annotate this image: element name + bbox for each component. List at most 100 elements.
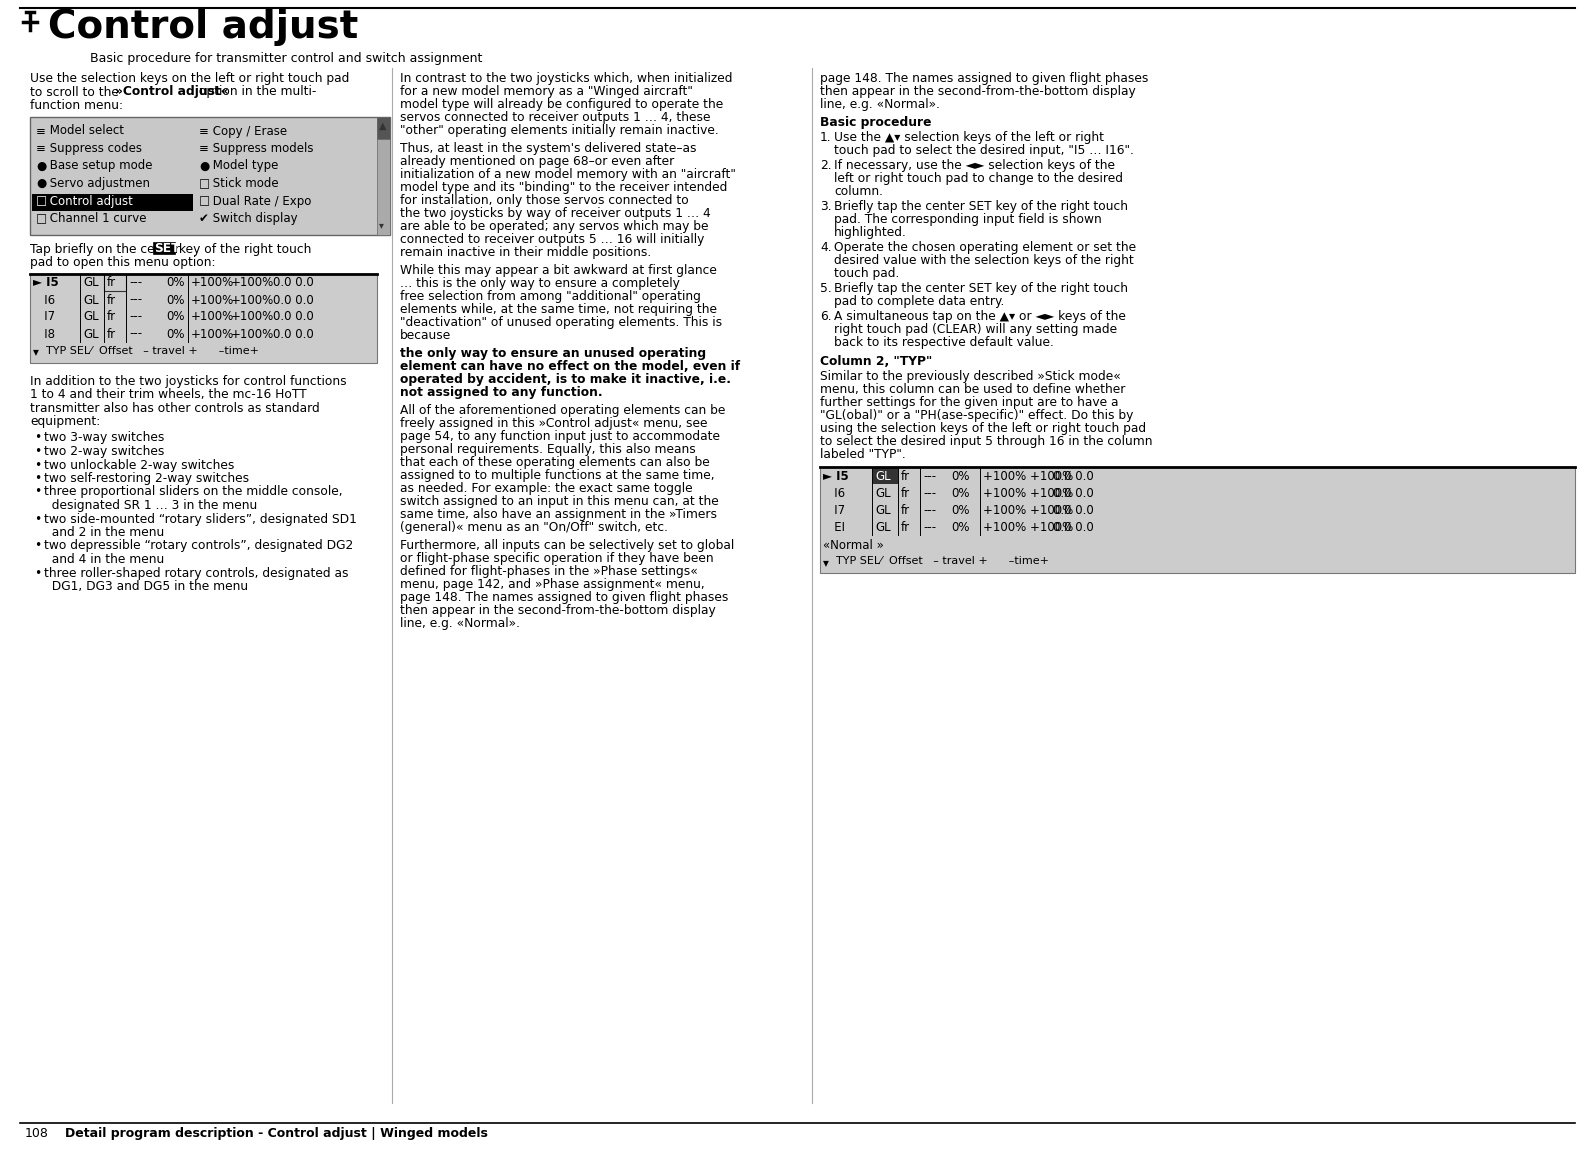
Text: further settings for the given input are to have a: further settings for the given input are… bbox=[820, 395, 1118, 409]
Text: 1 to 4 and their trim wheels, the mc-16 HoTT: 1 to 4 and their trim wheels, the mc-16 … bbox=[30, 389, 306, 401]
Text: two self-restoring 2-way switches: two self-restoring 2-way switches bbox=[45, 472, 249, 485]
Text: TYP SEL⁄  Offset   – travel +      –time+: TYP SEL⁄ Offset – travel + –time+ bbox=[836, 556, 1050, 566]
Text: defined for flight-phases in the »Phase settings«: defined for flight-phases in the »Phase … bbox=[400, 565, 697, 578]
Text: menu, page 142, and »Phase assignment« menu,: menu, page 142, and »Phase assignment« m… bbox=[400, 578, 705, 591]
Text: for installation, only those servos connected to: for installation, only those servos conn… bbox=[400, 194, 689, 208]
Text: In addition to the two joysticks for control functions: In addition to the two joysticks for con… bbox=[30, 375, 346, 387]
Bar bbox=[30, 116, 391, 234]
Text: servos connected to receiver outputs 1 … 4, these: servos connected to receiver outputs 1 …… bbox=[400, 111, 710, 125]
Text: personal requirements. Equally, this also means: personal requirements. Equally, this als… bbox=[400, 443, 695, 455]
Text: +100%: +100% bbox=[191, 277, 234, 289]
Text: switch assigned to an input in this menu can, at the: switch assigned to an input in this menu… bbox=[400, 495, 719, 508]
Text: touch pad.: touch pad. bbox=[834, 267, 900, 280]
Text: "other" operating elements initially remain inactive.: "other" operating elements initially rem… bbox=[400, 125, 719, 137]
Text: menu, this column can be used to define whether: menu, this column can be used to define … bbox=[820, 383, 1126, 395]
Text: touch pad to select the desired input, "I5 … I16".: touch pad to select the desired input, "… bbox=[834, 144, 1134, 157]
Text: I6: I6 bbox=[33, 294, 56, 307]
Text: then appear in the second-from-the-bottom display: then appear in the second-from-the-botto… bbox=[400, 604, 716, 617]
Text: already mentioned on page 68–or even after: already mentioned on page 68–or even aft… bbox=[400, 155, 675, 168]
Text: two unlockable 2-way switches: two unlockable 2-way switches bbox=[45, 459, 234, 472]
Text: are able to be operated; any servos which may be: are able to be operated; any servos whic… bbox=[400, 220, 708, 233]
Text: same time, also have an assignment in the »Timers: same time, also have an assignment in th… bbox=[400, 508, 718, 521]
Text: 1.: 1. bbox=[820, 131, 831, 144]
Text: A simultaneous tap on the ▲▾ or ◄► keys of the: A simultaneous tap on the ▲▾ or ◄► keys … bbox=[834, 310, 1126, 323]
Text: GL: GL bbox=[83, 310, 99, 324]
Text: Basic procedure: Basic procedure bbox=[820, 116, 931, 129]
Text: +100%: +100% bbox=[191, 310, 234, 324]
Text: Use the ▲▾ selection keys of the left or right: Use the ▲▾ selection keys of the left or… bbox=[834, 131, 1104, 144]
Text: •: • bbox=[33, 512, 41, 526]
Text: the only way to ensure an unused operating: the only way to ensure an unused operati… bbox=[400, 347, 707, 360]
Text: Operate the chosen operating element or set the: Operate the chosen operating element or … bbox=[834, 241, 1136, 254]
Text: two depressible “rotary controls”, designated DG2: two depressible “rotary controls”, desig… bbox=[45, 540, 352, 552]
Text: ≡: ≡ bbox=[37, 125, 46, 137]
Text: □: □ bbox=[37, 195, 48, 208]
Text: I8: I8 bbox=[33, 327, 54, 340]
Text: +100%: +100% bbox=[231, 294, 274, 307]
Text: pad. The corresponding input field is shown: pad. The corresponding input field is sh… bbox=[834, 213, 1102, 226]
Text: fr: fr bbox=[901, 470, 911, 483]
Text: page 54, to any function input just to accommodate: page 54, to any function input just to a… bbox=[400, 430, 719, 443]
Text: fr: fr bbox=[107, 310, 116, 324]
Text: ≡: ≡ bbox=[37, 142, 46, 155]
Bar bbox=[30, 273, 376, 362]
Text: right touch pad (CLEAR) will any setting made: right touch pad (CLEAR) will any setting… bbox=[834, 323, 1116, 336]
Text: ---: --- bbox=[924, 521, 936, 534]
Text: highlighted.: highlighted. bbox=[834, 226, 908, 239]
Text: as needed. For example: the exact same toggle: as needed. For example: the exact same t… bbox=[400, 482, 692, 495]
Text: then appear in the second-from-the-bottom display: then appear in the second-from-the-botto… bbox=[820, 85, 1136, 98]
Text: option in the multi-: option in the multi- bbox=[195, 85, 316, 98]
Text: If necessary, use the ◄► selection keys of the: If necessary, use the ◄► selection keys … bbox=[834, 159, 1115, 172]
Text: initialization of a new model memory with an "aircraft": initialization of a new model memory wit… bbox=[400, 168, 735, 181]
Text: I7: I7 bbox=[823, 504, 845, 517]
Text: 0.0 0.0: 0.0 0.0 bbox=[1053, 470, 1094, 483]
Text: not assigned to any function.: not assigned to any function. bbox=[400, 386, 603, 399]
Text: or flight-phase specific operation if they have been: or flight-phase specific operation if th… bbox=[400, 552, 713, 565]
Text: Control adjust: Control adjust bbox=[46, 195, 132, 208]
Text: 0.0 0.0: 0.0 0.0 bbox=[273, 327, 314, 340]
Text: Copy / Erase: Copy / Erase bbox=[209, 125, 287, 137]
Text: +100% +100%: +100% +100% bbox=[983, 487, 1073, 500]
Text: +100%: +100% bbox=[191, 327, 234, 340]
Text: GL: GL bbox=[83, 277, 99, 289]
Text: 0.0 0.0: 0.0 0.0 bbox=[273, 277, 314, 289]
Text: "deactivation" of unused operating elements. This is: "deactivation" of unused operating eleme… bbox=[400, 316, 723, 329]
Text: ---: --- bbox=[129, 310, 142, 324]
Text: 0%: 0% bbox=[166, 327, 185, 340]
Bar bbox=[376, 116, 391, 234]
Text: using the selection keys of the left or right touch pad: using the selection keys of the left or … bbox=[820, 422, 1147, 435]
Text: left or right touch pad to change to the desired: left or right touch pad to change to the… bbox=[834, 172, 1123, 184]
Text: key of the right touch: key of the right touch bbox=[175, 242, 311, 256]
Text: three roller-shaped rotary controls, designated as: three roller-shaped rotary controls, des… bbox=[45, 566, 348, 580]
Text: Dual Rate / Expo: Dual Rate / Expo bbox=[209, 195, 311, 208]
Text: fr: fr bbox=[107, 294, 116, 307]
Text: +100% +100%: +100% +100% bbox=[983, 470, 1073, 483]
Text: Model select: Model select bbox=[46, 125, 124, 137]
Text: ●: ● bbox=[199, 159, 209, 173]
Text: page 148. The names assigned to given flight phases: page 148. The names assigned to given fl… bbox=[400, 591, 729, 604]
Text: model type will already be configured to operate the: model type will already be configured to… bbox=[400, 98, 723, 111]
Text: (general)« menu as an "On/Off" switch, etc.: (general)« menu as an "On/Off" switch, e… bbox=[400, 521, 668, 534]
Text: two 3-way switches: two 3-way switches bbox=[45, 431, 164, 445]
Text: two 2-way switches: two 2-way switches bbox=[45, 445, 164, 458]
Text: □: □ bbox=[199, 195, 211, 208]
Text: 0%: 0% bbox=[166, 294, 185, 307]
Text: function menu:: function menu: bbox=[30, 99, 123, 112]
Text: pad to complete data entry.: pad to complete data entry. bbox=[834, 295, 1005, 308]
Text: •: • bbox=[33, 472, 41, 485]
Text: ▾: ▾ bbox=[33, 346, 38, 359]
Text: 0.0 0.0: 0.0 0.0 bbox=[273, 310, 314, 324]
Text: +100%: +100% bbox=[191, 294, 234, 307]
Text: fr: fr bbox=[107, 277, 116, 289]
Text: I6: I6 bbox=[823, 487, 845, 500]
Text: because: because bbox=[400, 329, 451, 342]
Text: transmitter also has other controls as standard: transmitter also has other controls as s… bbox=[30, 401, 319, 414]
Text: GL: GL bbox=[876, 504, 890, 517]
Text: •: • bbox=[33, 540, 41, 552]
Text: ---: --- bbox=[129, 294, 142, 307]
Text: •: • bbox=[33, 566, 41, 580]
Text: +100%: +100% bbox=[231, 277, 274, 289]
Text: remain inactive in their middle positions.: remain inactive in their middle position… bbox=[400, 246, 651, 259]
Text: Switch display: Switch display bbox=[209, 212, 298, 225]
Text: fr: fr bbox=[901, 521, 911, 534]
